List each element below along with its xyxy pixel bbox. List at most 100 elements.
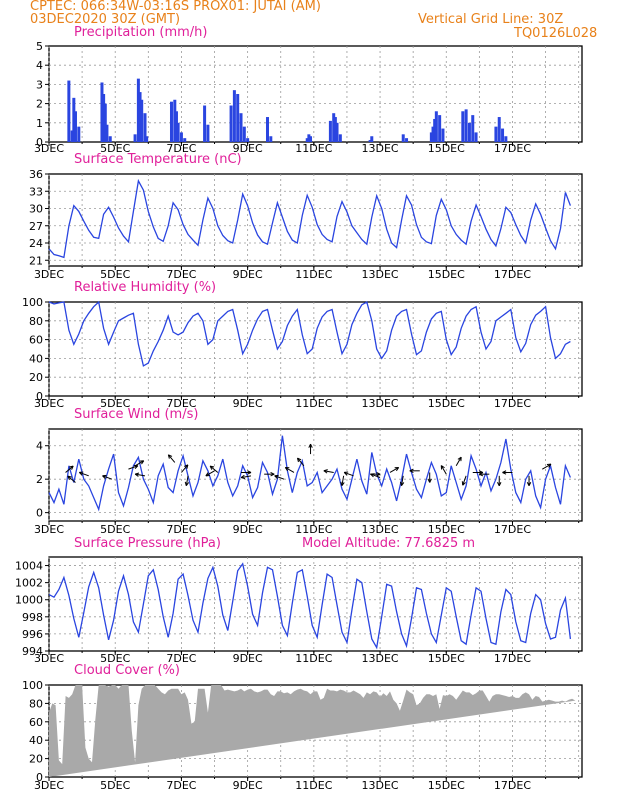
- y-tick-label: 0: [36, 136, 43, 149]
- precip-bar: [133, 134, 137, 142]
- precip-bar: [265, 117, 269, 142]
- wind-arrow: [65, 465, 74, 473]
- precip-bar: [239, 113, 243, 142]
- x-tick-label: 17DEC: [494, 142, 531, 155]
- x-tick-label: 11DEC: [295, 268, 332, 281]
- precip-bar: [405, 138, 409, 142]
- panel-frame: [48, 45, 583, 143]
- panel-title: Surface Temperature (nC): [74, 152, 242, 167]
- wind-arrow: [205, 470, 215, 477]
- precip-bar: [236, 94, 240, 142]
- x-tick-label: 7DEC: [166, 652, 196, 665]
- y-tick-label: 60: [29, 716, 43, 729]
- wind-arrow: [241, 470, 252, 475]
- wind-arrow: [134, 472, 146, 477]
- precip-bar: [232, 90, 236, 142]
- y-tick-label: 20: [29, 753, 43, 766]
- precip-bar: [136, 78, 140, 142]
- precip-bar: [433, 118, 437, 142]
- wind-arrow: [297, 457, 305, 467]
- precip-bar: [441, 128, 445, 142]
- y-tick-label: 0: [36, 390, 43, 403]
- x-tick-label: 17DEC: [494, 779, 531, 792]
- y-tick-label: 27: [29, 220, 43, 233]
- wind-arrow: [409, 468, 420, 474]
- precip-bar: [467, 122, 471, 142]
- wind-arrow: [526, 475, 532, 487]
- x-tick-label: 5DEC: [100, 523, 130, 536]
- wind-arrow: [427, 472, 432, 483]
- precip-bar: [140, 99, 144, 142]
- x-tick-label: 5DEC: [100, 142, 130, 155]
- wind-arrow: [240, 474, 252, 480]
- wind-arrow: [134, 460, 145, 467]
- precip-bar: [173, 99, 177, 142]
- precip-bar: [464, 109, 468, 142]
- precip-bar: [309, 136, 313, 142]
- y-tick-label: 21: [29, 254, 43, 267]
- y-tick-label: 0: [36, 507, 43, 520]
- precip-bar: [73, 111, 77, 142]
- wind-arrow: [502, 470, 513, 475]
- y-tick-label: 40: [29, 734, 43, 747]
- x-tick-label: 9DEC: [233, 652, 263, 665]
- wind-arrow: [399, 475, 405, 486]
- y-tick-label: 60: [29, 334, 43, 347]
- y-tick-label: 100: [22, 679, 43, 692]
- precip-bar: [368, 140, 372, 142]
- x-tick-label: 15DEC: [428, 652, 465, 665]
- x-tick-label: 15DEC: [428, 523, 465, 536]
- wind-arrow: [479, 471, 490, 477]
- y-tick-label: 1000: [15, 594, 43, 607]
- y-tick-label: 36: [29, 168, 43, 181]
- wind-arrow: [209, 465, 219, 473]
- precip-bar: [429, 132, 433, 142]
- cloud-cover-area: [49, 685, 576, 777]
- x-tick-label: 9DEC: [233, 523, 263, 536]
- x-tick-label: 9DEC: [233, 397, 263, 410]
- panel-title: Surface Pressure (hPa): [74, 536, 221, 551]
- y-tick-label: 24: [29, 237, 43, 250]
- series-line: [48, 562, 572, 650]
- x-tick-label: 11DEC: [295, 523, 332, 536]
- precip-bar: [246, 138, 250, 142]
- x-tick-label: 7DEC: [166, 397, 196, 410]
- precip-bar: [471, 115, 475, 142]
- precip-bar: [108, 136, 112, 142]
- x-tick-label: 3DEC: [34, 652, 64, 665]
- x-tick-label: 13DEC: [362, 523, 399, 536]
- precip-bar: [328, 120, 332, 142]
- precip-bar: [67, 80, 71, 142]
- wind-arrow: [308, 443, 313, 455]
- y-tick-label: 5: [36, 40, 43, 53]
- wind-arrow: [455, 456, 462, 467]
- wind-arrow: [370, 473, 381, 478]
- wind-arrow: [67, 475, 76, 483]
- y-tick-label: 20: [29, 371, 43, 384]
- wind-arrow: [264, 471, 275, 477]
- x-tick-label: 9DEC: [233, 779, 263, 792]
- x-tick-label: 7DEC: [166, 779, 196, 792]
- precip-bar: [183, 138, 187, 142]
- y-tick-label: 1: [36, 117, 43, 130]
- precip-bar: [143, 113, 147, 142]
- wind-arrow: [461, 475, 467, 486]
- x-tick-label: 5DEC: [100, 268, 130, 281]
- header-grid-note: Vertical Grid Line: 30Z: [418, 12, 564, 27]
- y-tick-label: 4: [36, 440, 43, 453]
- wind-arrow: [167, 454, 176, 463]
- precip-bar: [438, 115, 442, 142]
- precip-bar: [138, 92, 142, 142]
- precip-bar: [333, 117, 337, 142]
- precip-bar: [338, 134, 342, 142]
- wind-arrow: [497, 475, 502, 487]
- y-tick-label: 100: [22, 296, 43, 309]
- x-tick-label: 9DEC: [233, 142, 263, 155]
- y-tick-label: 30: [29, 203, 43, 216]
- precip-bar: [501, 128, 505, 142]
- y-tick-label: 998: [22, 611, 43, 624]
- x-tick-label: 11DEC: [295, 142, 332, 155]
- x-tick-label: 15DEC: [428, 397, 465, 410]
- x-tick-label: 5DEC: [100, 779, 130, 792]
